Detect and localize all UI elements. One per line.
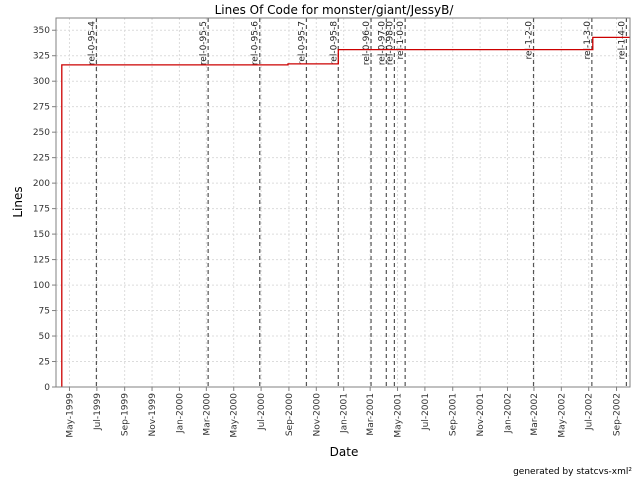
chart-title: Lines Of Code for monster/giant/JessyB/: [215, 3, 455, 17]
x-tick-label: Jan-2002: [503, 393, 513, 434]
x-tick-label: Jul-2000: [257, 393, 267, 431]
x-axis-label: Date: [330, 445, 359, 459]
x-tick-label: Mar-2001: [366, 393, 376, 436]
release-marker-label: rel-1-3-0: [583, 21, 593, 60]
y-tick-label: 0: [44, 383, 50, 393]
y-tick-label: 300: [33, 77, 50, 87]
y-tick-label: 75: [39, 307, 50, 317]
x-axis: May-1999 Jul-1999 Sep-1999 Nov-1999 Jan-2000…: [65, 387, 623, 438]
y-tick-label: 250: [33, 128, 50, 138]
x-tick-label: Mar-2002: [530, 393, 540, 436]
y-tick-label: 225: [33, 154, 50, 164]
x-tick-label: Sep-1999: [121, 393, 131, 436]
y-tick-label: 200: [33, 179, 50, 189]
y-tick-label: 275: [33, 103, 50, 113]
release-marker-label: rel-0-95-5: [199, 21, 209, 65]
release-marker-label: rel-1-4-0: [617, 21, 627, 60]
x-tick-label: Jul-2002: [585, 393, 595, 431]
x-tick-label: Nov-1999: [148, 393, 158, 437]
release-marker-label: rel-0-95-8: [329, 21, 339, 65]
x-tick-label: Jan-2000: [175, 393, 185, 434]
release-marker-label: rel-0-96-0: [362, 21, 372, 65]
y-tick-label: 25: [39, 358, 50, 368]
release-marker-label: rel-1-2-0: [525, 21, 535, 60]
x-tick-label: Sep-2001: [449, 393, 459, 436]
y-axis-label: Lines: [11, 186, 25, 217]
y-tick-label: 50: [39, 332, 51, 342]
plot-frame: [55, 17, 631, 388]
x-tick-label: May-1999: [65, 393, 75, 438]
x-tick-label: Jan-2001: [340, 393, 350, 434]
y-tick-label: 325: [33, 52, 50, 62]
y-tick-label: 175: [33, 205, 50, 215]
x-tick-label: Nov-2001: [476, 393, 486, 436]
x-tick-label: May-2000: [230, 393, 240, 438]
release-marker-label: rel-1-0-0: [396, 21, 406, 60]
series-layer: [61, 36, 630, 387]
x-tick-label: Jul-1999: [93, 393, 103, 431]
release-marker-label: rel-0-95-6: [251, 21, 261, 65]
x-tick-label: Mar-2000: [202, 393, 212, 436]
grid: [56, 18, 630, 387]
y-tick-label: 350: [33, 26, 50, 36]
release-marker-label: rel-0-95-4: [87, 21, 97, 65]
y-tick-label: 150: [33, 230, 50, 240]
x-tick-label: Sep-2000: [285, 393, 295, 436]
y-tick-label: 100: [33, 281, 50, 291]
y-axis: 0 25 50 75 100 125 150 175 200 225 250 275 300 325 350: [33, 26, 56, 393]
release-markers: rel-0-95-4 rel-0-95-5 rel-0-95-6 rel-0-95-7…: [87, 18, 627, 387]
x-tick-label: Sep-2002: [613, 393, 623, 436]
x-tick-label: May-2001: [394, 393, 404, 438]
x-tick-label: Nov-2000: [312, 393, 322, 437]
release-marker-label: rel-0-95-7: [297, 21, 307, 65]
release-marker-label: rel-0-97-0: [377, 21, 387, 65]
generator-credit: generated by statcvs-xml²: [513, 467, 632, 477]
x-tick-label: Jul-2001: [421, 393, 431, 431]
y-tick-label: 125: [33, 256, 50, 266]
release-marker-label: rel-0-98-0: [385, 21, 395, 65]
x-tick-label: May-2002: [557, 393, 567, 438]
loc-series-line: [61, 36, 630, 387]
